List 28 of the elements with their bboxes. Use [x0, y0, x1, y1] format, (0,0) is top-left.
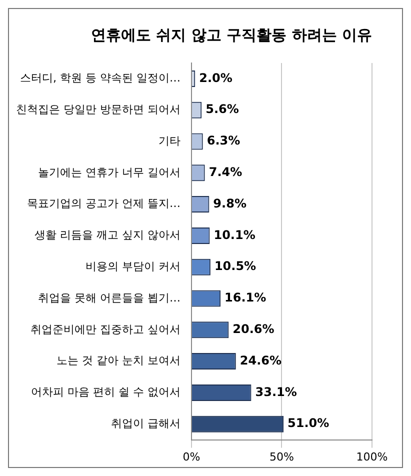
y-tick-label: 비용의 부담이 커서: [85, 260, 180, 273]
data-label: 16.1%: [224, 290, 266, 305]
x-tick-label: 50%: [270, 450, 294, 464]
data-label: 10.1%: [214, 228, 256, 242]
y-tick-label: 놀기에는 연휴가 너무 길어서: [38, 166, 180, 179]
y-tick-label: 스터디, 학원 등 약속된 일정이…: [20, 72, 180, 85]
data-label: 51.0%: [288, 416, 330, 430]
data-label: 6.3%: [206, 134, 240, 148]
y-tick-label: 취업이 급해서: [110, 416, 180, 430]
x-tick-label: 100%: [356, 450, 388, 464]
y-tick-label: 기타: [158, 134, 180, 148]
chart-title: 연휴에도 쉬지 않고 구직활동 하려는 이유: [90, 26, 372, 44]
y-tick-label: 취업을 못해 어른들을 뵙기…: [38, 291, 180, 304]
y-tick-label: 취업준비에만 집중하고 싶어서: [30, 322, 180, 336]
y-tick-label: 생활 리듬을 깨고 싶지 않아서: [34, 228, 180, 242]
x-tick-label: 0%: [182, 450, 200, 464]
data-label: 20.6%: [232, 322, 274, 336]
y-tick-label: 노는 것 같아 눈치 보여서: [56, 354, 180, 368]
y-tick-label: 어차피 마음 편히 쉴 수 없어서: [31, 386, 180, 399]
y-tick-label: 목표기업의 공고가 언제 뜰지…: [26, 197, 180, 210]
data-label: 24.6%: [240, 353, 282, 368]
data-label: 10.5%: [214, 259, 256, 274]
y-tick-label: 친척집은 당일만 방문하면 되어서: [16, 102, 180, 116]
data-label: 7.4%: [208, 165, 242, 180]
data-label: 9.8%: [213, 196, 246, 210]
data-label: 2.0%: [199, 70, 232, 85]
data-label: 33.1%: [255, 384, 297, 399]
data-label: 5.6%: [206, 102, 239, 116]
